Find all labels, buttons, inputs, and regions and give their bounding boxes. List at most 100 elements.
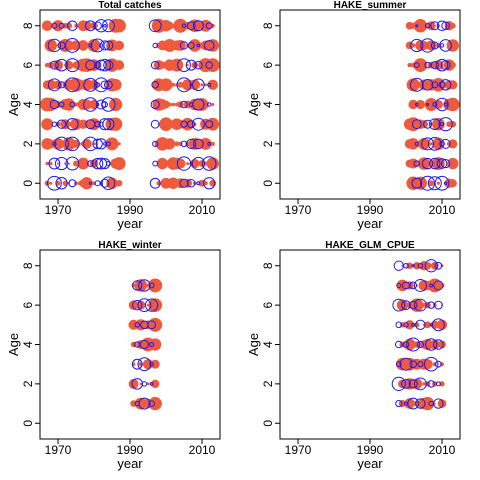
bubble-negative (429, 283, 434, 288)
bubble-positive (173, 18, 188, 33)
bubble-positive (117, 142, 121, 146)
bubble-positive (87, 39, 101, 52)
bubble-negative (148, 400, 155, 407)
panel-3: HAKE_winter 1970 1990 2010 0 2 4 6 8 year Age (6, 240, 221, 471)
bubble-positive (116, 180, 123, 187)
bubble-negative (150, 119, 160, 129)
bubble-positive (45, 161, 49, 166)
bubble-positive (49, 161, 53, 166)
y-tick-label: 0 (261, 420, 275, 427)
bubble-negative (409, 300, 418, 310)
bubble-negative (391, 376, 406, 391)
bubble-negative (399, 357, 413, 371)
bubble-negative (403, 262, 409, 269)
bubble-negative (51, 22, 58, 29)
x-axis-label: year (357, 456, 383, 471)
bubble-negative (440, 138, 451, 149)
bubble-negative (194, 60, 203, 70)
bubble-negative (395, 340, 403, 349)
bubble-positive (162, 100, 170, 109)
bubble-negative (99, 43, 104, 48)
y-tick-label: 0 (21, 420, 35, 427)
bubble-positive (438, 340, 446, 349)
bubble-negative (69, 101, 76, 108)
bubble-negative (441, 158, 451, 169)
bubble-positive (146, 382, 150, 386)
bubble-negative (413, 62, 420, 69)
bubble-positive (148, 298, 163, 313)
bubble-positive (170, 58, 184, 72)
bubble-negative (103, 23, 107, 28)
bubble-negative (408, 379, 418, 389)
bubble-positive (206, 157, 219, 170)
bubble-negative (134, 322, 140, 328)
y-axis-label: Age (246, 333, 261, 356)
bubble-negative (205, 61, 213, 69)
y-tick-label: 4 (21, 341, 35, 348)
bubble-negative (187, 120, 196, 129)
bubble-positive (66, 121, 72, 127)
y-tick-label: 8 (261, 262, 275, 269)
bubble-negative (433, 280, 444, 291)
bubble-positive (207, 79, 218, 91)
bubble-negative (56, 119, 67, 129)
bubble-negative (191, 156, 206, 171)
bubble-positive (204, 83, 208, 87)
bubble-negative (49, 99, 60, 110)
bubble-negative (395, 321, 403, 329)
bubble-positive (429, 142, 433, 146)
bubble-negative (134, 341, 141, 348)
bubble-positive (139, 382, 143, 386)
bubble-negative (104, 80, 113, 90)
bubble-positive (417, 157, 431, 170)
bubble-positive (432, 157, 445, 170)
x-tick-label: 1970 (285, 443, 312, 457)
y-tick-label: 6 (21, 61, 35, 68)
bubble-negative (103, 40, 114, 51)
bubble-negative (415, 24, 419, 28)
bubble-negative (54, 136, 69, 152)
y-tick-label: 8 (21, 22, 35, 29)
bubble-negative (152, 140, 159, 147)
bubble-positive (188, 137, 201, 150)
bubble-negative (187, 41, 195, 49)
bubble-positive (149, 338, 162, 351)
bubble-negative (443, 102, 448, 107)
bubble-positive (65, 22, 73, 29)
bubble-negative (87, 160, 94, 167)
bubble-negative (92, 138, 103, 150)
bubble-positive (45, 79, 56, 91)
bubble-negative (58, 81, 66, 89)
bubble-negative (434, 300, 443, 310)
bubble-positive (448, 139, 458, 149)
bubble-positive (178, 63, 182, 67)
bubble-negative (396, 282, 402, 289)
bubble-negative (392, 298, 406, 312)
bubble-negative (151, 81, 159, 89)
bubble-negative (48, 157, 61, 170)
bubble-negative (439, 79, 452, 91)
bubble-negative (435, 381, 441, 387)
bubble-negative (420, 38, 435, 53)
bubble-negative (137, 357, 152, 372)
bubble-positive (407, 138, 419, 150)
bubble-positive (55, 180, 61, 186)
bubble-positive (413, 18, 428, 33)
bubble-positive (448, 179, 457, 188)
panel-title: HAKE_summer (334, 0, 407, 11)
bubble-positive (171, 102, 175, 107)
bubble-negative (152, 160, 159, 167)
bubble-negative (94, 19, 108, 33)
bubble-negative (177, 58, 191, 73)
bubble-negative (192, 20, 204, 32)
bubble-negative (432, 318, 445, 332)
bubble-positive (44, 97, 58, 112)
bubble-negative (47, 175, 62, 191)
bubble-negative (66, 117, 79, 131)
bubble-positive (401, 264, 404, 267)
x-tick-label: 1970 (45, 443, 72, 457)
bubble-positive (163, 39, 177, 52)
x-tick-label: 1990 (117, 443, 144, 457)
bubble-positive (128, 378, 139, 389)
bubble-negative (85, 59, 96, 71)
